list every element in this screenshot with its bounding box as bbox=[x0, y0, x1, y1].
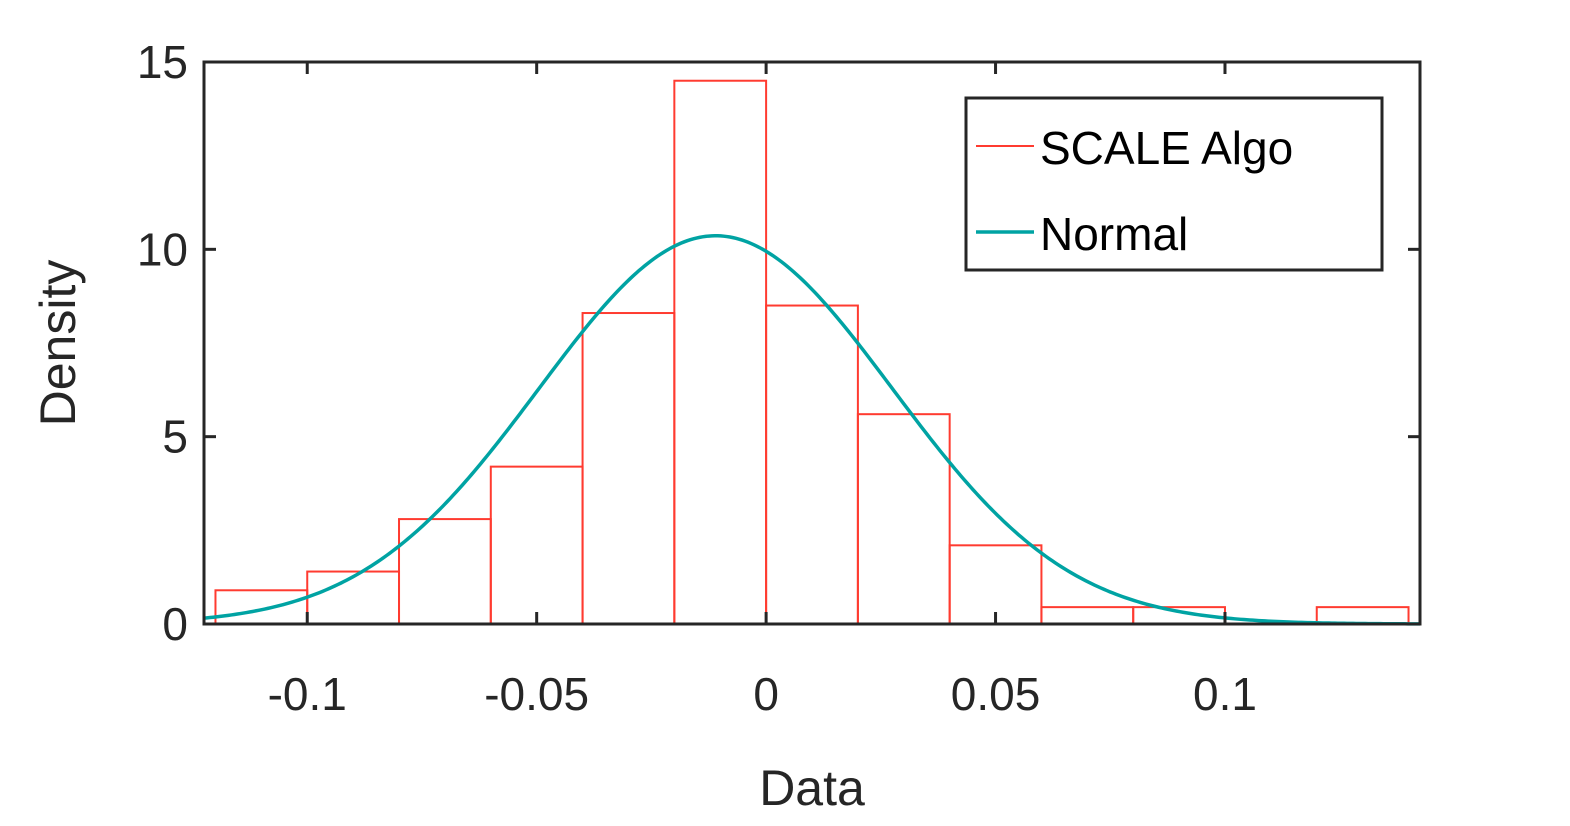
x-axis-title: Data bbox=[759, 760, 865, 816]
y-tick-label: 5 bbox=[162, 411, 188, 463]
y-tick-label: 0 bbox=[162, 598, 188, 650]
normal-curve-line bbox=[203, 234, 1421, 626]
histogram-bar bbox=[581, 312, 676, 625]
y-tick-label: 15 bbox=[137, 36, 188, 88]
histogram-bar bbox=[1040, 606, 1135, 626]
histogram-bar bbox=[765, 304, 859, 625]
x-tick-label: -0.1 bbox=[268, 668, 347, 720]
histogram-bar bbox=[673, 79, 768, 625]
axis-ticks bbox=[204, 60, 1420, 626]
legend-box bbox=[964, 96, 1384, 272]
y-axis-title: Density bbox=[30, 260, 86, 427]
x-tick-label: 0.1 bbox=[1193, 668, 1257, 720]
histogram-bar bbox=[489, 465, 584, 626]
histogram-bar bbox=[306, 570, 401, 626]
x-tick-label: 0.05 bbox=[951, 668, 1041, 720]
legend: SCALE Algo Normal bbox=[964, 96, 1384, 272]
histogram-bar bbox=[214, 589, 309, 626]
legend-label-scale-algo: SCALE Algo bbox=[1040, 122, 1293, 174]
axes-box bbox=[202, 60, 1422, 626]
legend-label-normal: Normal bbox=[1040, 208, 1188, 260]
x-tick-label: -0.05 bbox=[484, 668, 589, 720]
y-tick-label: 10 bbox=[137, 223, 188, 275]
x-tick-label: 0 bbox=[753, 668, 779, 720]
